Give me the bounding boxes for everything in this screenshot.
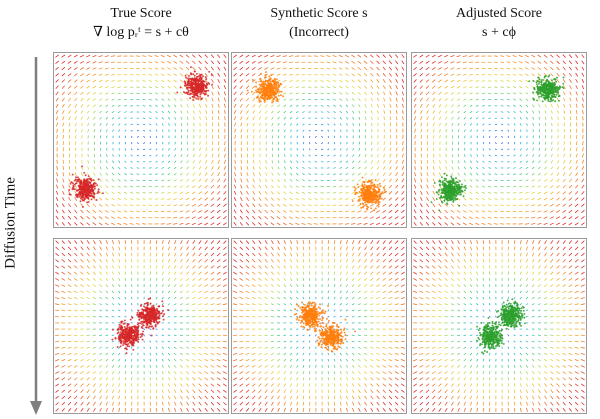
vector-field xyxy=(413,54,585,226)
sample-cluster xyxy=(495,298,526,330)
diffusion-time-arrow-icon xyxy=(30,57,42,415)
true-score-title: True Score xyxy=(110,6,172,21)
sample-cluster xyxy=(475,317,505,355)
column-title-adjusted-score: Adjusted Score s + cϕ xyxy=(411,4,587,42)
vector-field xyxy=(233,240,405,412)
vector-field xyxy=(55,54,227,226)
panel-true-score-early xyxy=(53,52,229,228)
panel-adjusted-score-early xyxy=(411,52,587,228)
sample-cluster xyxy=(314,318,356,353)
sample-cluster xyxy=(293,301,330,332)
sample-cluster xyxy=(528,74,565,103)
synthetic-score-note: (Incorrect) xyxy=(289,25,349,40)
panel-synthetic-score-early xyxy=(231,52,407,228)
column-title-synthetic-score: Synthetic Score s (Incorrect) xyxy=(231,4,407,42)
vector-field xyxy=(55,240,227,412)
sample-cluster xyxy=(111,316,145,355)
vector-field xyxy=(233,54,405,226)
sample-cluster xyxy=(68,165,104,208)
panel-synthetic-score-late xyxy=(231,238,407,414)
true-score-formula: ∇ log pᵣᵗ = s + cθ xyxy=(93,25,189,40)
sample-cluster xyxy=(430,172,467,212)
synthetic-score-title: Synthetic Score s xyxy=(270,6,368,21)
column-title-true-score: True Score ∇ log pᵣᵗ = s + cθ xyxy=(53,4,229,42)
adjusted-score-formula: s + cϕ xyxy=(482,25,516,40)
sample-cluster xyxy=(351,176,387,212)
sample-cluster xyxy=(176,66,214,101)
diffusion-time-axis: Diffusion Time xyxy=(2,163,20,283)
panel-adjusted-score-late xyxy=(411,238,587,414)
diffusion-time-label: Diffusion Time xyxy=(2,177,19,269)
adjusted-score-title: Adjusted Score xyxy=(456,6,542,21)
sample-cluster xyxy=(136,297,170,337)
panel-true-score-late xyxy=(53,238,229,414)
sample-cluster xyxy=(246,71,285,104)
vector-field xyxy=(413,240,585,412)
